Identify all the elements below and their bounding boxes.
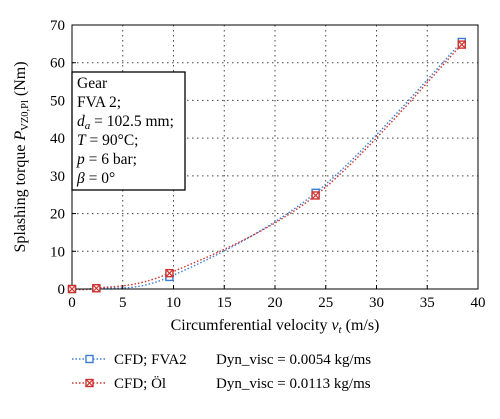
legend-marker (85, 354, 94, 364)
series-1-point (311, 191, 320, 200)
x-tick-label: 10 (166, 295, 181, 311)
annotation-line: Gear (77, 75, 108, 92)
y-axis-label: Splashing torque PVZ0,Pl (Nm) (12, 61, 31, 252)
y-tick-label: 30 (50, 169, 65, 185)
legend-extra: Dyn_visc = 0.0113 kg/ms (216, 376, 371, 392)
legend-label: CFD; Öl (114, 375, 166, 392)
annotation-line: FVA 2; (77, 94, 121, 111)
legend: CFD; FVA2 Dyn_visc = 0.0054 kg/ms CFD; Öl D… (72, 352, 371, 392)
series-1-point (67, 284, 77, 294)
x-tick-label: 5 (119, 295, 127, 311)
x-tick-label: 30 (369, 295, 384, 311)
series-1-point (92, 284, 101, 293)
y-tick-label: 20 (50, 207, 65, 223)
series-markers (67, 37, 466, 294)
grid (72, 25, 478, 289)
series-line-1 (71, 44, 463, 291)
y-tick-label: 60 (50, 56, 65, 72)
x-tick-label: 40 (471, 295, 486, 311)
legend-item-0: CFD; FVA2 Dyn_visc = 0.0054 kg/ms (72, 352, 371, 368)
x-tick-label: 0 (68, 295, 76, 311)
x-tick-label: 25 (318, 295, 333, 311)
annotation-line: p = 6 bar; (76, 151, 137, 168)
x-axis-label: Circumferential velocity vt (m/s) (171, 317, 380, 336)
series-1-point (457, 40, 466, 49)
legend-label: CFD; FVA2 (114, 352, 187, 368)
y-tick-label: 70 (50, 18, 65, 34)
annotation-line: β = 0° (76, 170, 115, 187)
annotation-line: da = 102.5 mm; (77, 113, 174, 132)
y-tick-label: 0 (58, 282, 66, 298)
legend-item-1: CFD; Öl Dyn_visc = 0.0113 kg/ms (72, 375, 371, 392)
x-tick-label: 15 (217, 295, 232, 311)
legend-marker (85, 378, 94, 388)
x-tick-label: 35 (420, 295, 435, 311)
series-line-0 (71, 41, 463, 291)
ticks: 0 5 10 15 20 25 30 35 40 0 10 20 30 40 50 60 70 (50, 18, 486, 311)
y-tick-label: 50 (50, 93, 65, 109)
legend-extra: Dyn_visc = 0.0054 kg/ms (216, 352, 371, 368)
y-tick-label: 10 (50, 244, 65, 260)
y-tick-label: 40 (50, 131, 65, 147)
series-curves (71, 41, 463, 291)
annotation-frame (71, 71, 186, 191)
series-1-point (165, 268, 174, 278)
annotation-line: T = 90°C; (77, 132, 138, 149)
annotation-box: Gear FVA 2; da = 102.5 mm;T = 90°C; p = 6 b… (71, 71, 186, 191)
x-tick-label: 20 (268, 295, 283, 311)
